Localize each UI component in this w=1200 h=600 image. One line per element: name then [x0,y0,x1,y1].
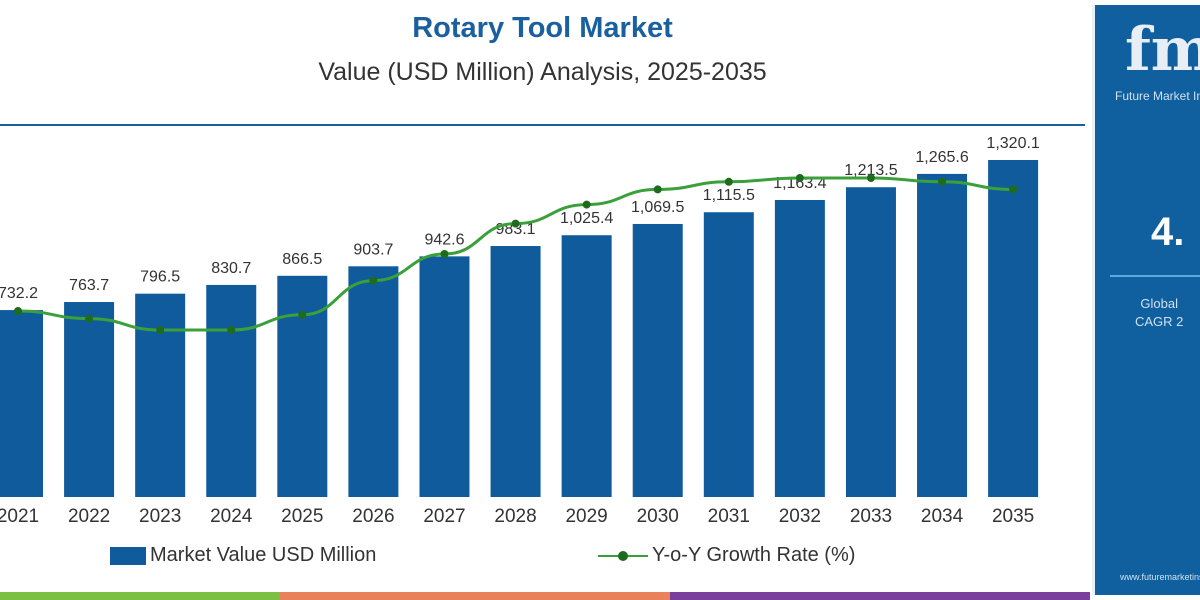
x-tick-2023: 2023 [139,506,181,527]
growth-point-2029 [582,200,591,209]
growth-point-2033 [866,174,875,182]
x-tick-2024: 2024 [210,506,253,527]
x-tick-2028: 2028 [494,506,536,527]
data-label-2027: 942.6 [424,231,464,248]
data-label-2025: 866.5 [282,251,322,268]
growth-point-2021 [14,307,22,315]
data-label-2029: 1,025.4 [560,210,613,227]
x-tick-2035: 2035 [992,506,1034,527]
legend-label-market-value: Market Value USD Million [150,544,377,566]
title-divider [0,124,1085,126]
data-label-2023: 796.5 [140,269,180,286]
x-tick-2029: 2029 [565,506,607,527]
bar-2035 [988,160,1039,497]
growth-point-2030 [653,185,662,194]
cagr-value: 4. [1151,210,1185,254]
x-tick-2032: 2032 [779,506,821,527]
data-label-2031: 1,115.5 [703,187,755,204]
bar-2033 [845,187,896,497]
bar-2022 [64,302,115,497]
growth-point-2024 [227,326,236,334]
growth-point-2026 [369,276,378,285]
panel-url[interactable]: www.futuremarketinsights.com [1120,572,1200,582]
bar-2032 [774,200,825,497]
legend-item-market-value: Market Value USD Million [110,544,376,567]
growth-point-2023 [156,326,165,334]
x-tick-2033: 2033 [850,506,892,527]
bar-2021 [0,310,43,497]
x-tick-2034: 2034 [921,506,964,527]
side-panel: fmi Future Market Insights 4. Global CAG… [1092,5,1200,595]
growth-point-2022 [85,314,94,323]
x-tick-2025: 2025 [281,506,323,527]
x-tick-2022: 2022 [68,506,110,527]
growth-point-2034 [938,177,947,186]
bar-2029 [561,235,612,497]
legend-item-growth-rate: Y-o-Y Growth Rate (%) [598,544,855,567]
legend-bar-swatch [110,546,146,565]
data-label-2026: 903.7 [353,241,393,258]
x-tick-2030: 2030 [637,506,679,527]
data-label-2034: 1,265.6 [915,149,968,166]
growth-rate-line [17,176,1014,332]
panel-caption-2: CAGR 2 [1135,314,1184,329]
footer-stripe-green [0,592,280,600]
data-label-2022: 763.7 [69,277,109,294]
chart-plot: 732.2 2021 763.7 2022 796.5 2023 830.7 2024 866.… [0,135,1040,527]
data-label-2035: 1,320.1 [986,135,1039,152]
growth-point-2035 [1009,185,1018,194]
panel-divider [1110,275,1200,277]
bar-2026 [348,266,399,497]
panel-caption: Global CAGR 2 [1135,295,1183,331]
bar-2031 [703,212,754,497]
fmi-logo: fmi [1125,15,1200,85]
logo-text: Future Market Insights [1115,89,1200,103]
bar-2030 [632,223,683,497]
footer-stripe-orange [280,592,670,600]
growth-point-2027 [440,250,449,258]
data-label-2021: 732.2 [0,285,38,302]
bar-2034 [917,173,968,497]
x-tick-2031: 2031 [708,506,750,527]
data-label-2030: 1,069.5 [631,199,684,216]
x-tick-2027: 2027 [423,506,465,527]
chart-subtitle: Value (USD Million) Analysis, 2025-2035 [318,58,767,86]
growth-point-2025 [298,310,307,319]
footer-stripe-purple [670,592,1090,600]
growth-point-2028 [511,219,520,228]
growth-point-2032 [795,174,804,182]
growth-point-2031 [724,177,733,186]
data-label-2033: 1,213.5 [844,162,897,179]
bar-2024 [206,284,257,497]
x-tick-2021: 2021 [0,506,39,527]
bar-2023 [135,293,186,497]
legend-label-growth-rate: Y-o-Y Growth Rate (%) [652,544,856,566]
bar-2027 [419,256,470,497]
chart-title: Rotary Tool Market [412,12,673,44]
bar-2025 [277,275,328,497]
data-label-2024: 830.7 [211,260,251,277]
x-tick-2026: 2026 [352,506,394,527]
panel-caption-1: Global [1140,296,1178,311]
legend-line-swatch [598,550,648,561]
bar-2028 [490,246,541,497]
